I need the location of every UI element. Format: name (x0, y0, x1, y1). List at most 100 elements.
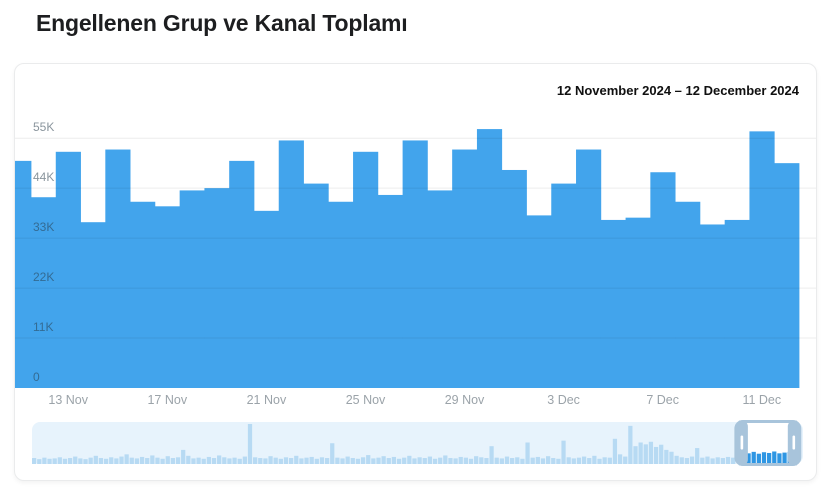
nav-bar (211, 458, 217, 464)
nav-bar (345, 456, 350, 464)
nav-bar (695, 448, 700, 464)
nav-bar (510, 458, 515, 464)
chart-bar[interactable] (699, 224, 726, 388)
chart-bar[interactable] (675, 201, 701, 388)
y-tick-label: 22K (33, 270, 54, 284)
nav-bar (623, 456, 628, 464)
nav-bar (263, 458, 268, 464)
nav-bar (443, 455, 448, 464)
nav-bar (283, 457, 289, 464)
nav-bar (227, 458, 232, 464)
chart-bar[interactable] (501, 169, 527, 388)
chart-bar[interactable] (328, 201, 354, 388)
chart-bar[interactable] (625, 217, 651, 388)
nav-background[interactable] (32, 422, 803, 464)
nav-bar (299, 458, 304, 464)
nav-bar (597, 458, 602, 464)
chart-bar[interactable] (576, 149, 602, 388)
chart-bar[interactable] (253, 210, 280, 388)
x-tick-label: 7 Dec (646, 393, 679, 407)
nav-bar (47, 458, 52, 464)
nav-bar (330, 443, 335, 464)
nav-bar (576, 457, 582, 464)
chart-bar[interactable] (229, 160, 255, 388)
nav-bar (648, 441, 654, 464)
chart-bar[interactable] (476, 129, 503, 388)
nav-bar (32, 458, 37, 464)
nav-bar (93, 455, 98, 464)
chart-bar[interactable] (724, 219, 750, 388)
nav-bar (273, 457, 278, 464)
chart-bar[interactable] (179, 190, 205, 388)
nav-bar (170, 458, 176, 464)
x-tick-label: 21 Nov (247, 393, 287, 407)
chart-bar[interactable] (80, 222, 106, 388)
chart-bar[interactable] (402, 140, 428, 388)
nav-bar (340, 458, 345, 464)
nav-bar (643, 444, 648, 464)
nav-bar (422, 458, 427, 464)
chart-bar[interactable] (15, 160, 32, 388)
chart-bar[interactable] (427, 190, 453, 388)
chart-bar[interactable] (303, 183, 329, 388)
nav-bar (715, 457, 720, 464)
chart-bar[interactable] (204, 188, 230, 388)
x-tick-label: 25 Nov (346, 393, 386, 407)
chart-bar[interactable] (600, 219, 626, 388)
nav-bar (581, 456, 587, 464)
nav-bar (474, 456, 479, 464)
nav-bar (253, 457, 258, 464)
chart-bar[interactable] (130, 201, 156, 388)
nav-bar (653, 446, 659, 464)
nav-bar (196, 457, 201, 464)
nav-bar (638, 442, 643, 464)
nav-bar (679, 457, 684, 464)
chart-bar[interactable] (650, 172, 676, 388)
nav-bar (674, 455, 679, 464)
page-title: Engellenen Grup ve Kanal Toplamı (36, 10, 408, 36)
nav-bar (62, 458, 68, 464)
chart-card: 12 November 2024 – 12 December 2024 0 11K… (14, 63, 817, 481)
chart-bar[interactable] (154, 206, 181, 388)
chart-bar[interactable] (31, 197, 57, 388)
x-tick-label: 17 Nov (147, 393, 187, 407)
nav-bar (551, 458, 556, 464)
nav-bar (360, 457, 366, 464)
chart-bar[interactable] (452, 149, 478, 388)
nav-bar (37, 459, 42, 464)
navigator-svg[interactable] (32, 420, 803, 466)
nav-bar-selected (777, 453, 782, 463)
nav-bar (67, 458, 73, 464)
main-chart-svg[interactable]: 0 11K 22K 33K 44K 55K 13 Nov 17 Nov 21 Nov 25 Nov… (15, 120, 816, 412)
nav-handle-grip (740, 435, 744, 450)
nav-bar (155, 457, 160, 464)
chart-bar[interactable] (377, 194, 404, 388)
nav-bar (335, 457, 340, 464)
nav-bar (700, 457, 705, 464)
chart-bar[interactable] (105, 149, 131, 388)
nav-bar (42, 457, 47, 464)
chart-bar[interactable] (551, 183, 577, 388)
chart-bar[interactable] (55, 151, 81, 388)
nav-bar (314, 458, 319, 464)
nav-bar (540, 458, 546, 464)
nav-bar (304, 457, 309, 464)
nav-bar (289, 458, 294, 464)
nav-bar (612, 438, 618, 464)
nav-bar (628, 425, 633, 464)
nav-bar (232, 457, 237, 464)
nav-bar (494, 457, 499, 464)
nav-bar (294, 455, 299, 464)
chart-bar[interactable] (278, 140, 304, 388)
date-range-label: 12 November 2024 – 12 December 2024 (556, 83, 799, 98)
nav-bar (98, 458, 104, 464)
nav-bar (520, 458, 525, 464)
chart-bar[interactable] (353, 151, 379, 388)
nav-bar (453, 458, 458, 464)
chart-bar[interactable] (526, 215, 552, 388)
chart-bar[interactable] (774, 163, 800, 388)
nav-bar (191, 458, 196, 464)
nav-bar (355, 458, 361, 464)
nav-bar (468, 458, 474, 464)
chart-bar[interactable] (749, 131, 775, 389)
